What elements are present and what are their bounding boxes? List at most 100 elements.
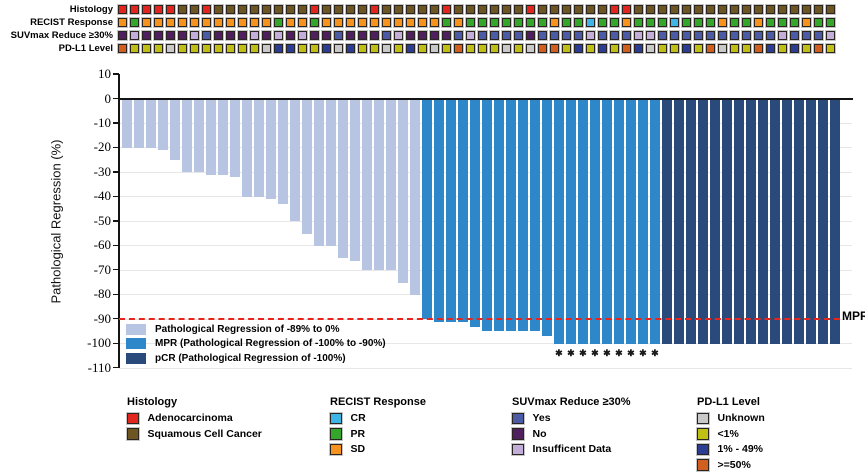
- track-cell-yes: [658, 30, 668, 41]
- bar: [482, 99, 492, 332]
- track-cell-m149: [598, 43, 608, 54]
- track-cell-squam: [358, 4, 368, 15]
- track-cell-no: [178, 30, 188, 41]
- track-cell-squam: [790, 4, 800, 15]
- y-tick-mark: [113, 244, 119, 246]
- legend-item: >=50%: [697, 459, 765, 472]
- track-cells: [118, 4, 836, 15]
- track-cell-squam: [778, 4, 788, 15]
- track-cell-unk: [334, 43, 344, 54]
- track-cell-lt1: [130, 43, 140, 54]
- track-cell-insuf: [634, 30, 644, 41]
- track-cell-pr: [814, 17, 824, 28]
- track-cell-pr: [658, 17, 668, 28]
- y-tick-mark: [113, 366, 119, 369]
- ast-empty: [410, 347, 420, 359]
- y-tick-mark: [113, 220, 119, 222]
- track-cell-yes: [562, 30, 572, 41]
- bar: [434, 99, 444, 322]
- ast-empty: [794, 347, 804, 359]
- y-tick-mark: [113, 146, 119, 149]
- track-cell-yes: [382, 30, 392, 41]
- bar: [302, 99, 312, 234]
- track-cell-adeno: [142, 4, 152, 15]
- track-cell-adeno: [202, 4, 212, 15]
- legend-item: No: [512, 428, 631, 441]
- ast-empty: [734, 347, 744, 359]
- track-cell-m149: [346, 43, 356, 54]
- track-cell-unk: [526, 43, 536, 54]
- ast-empty: [746, 347, 756, 359]
- track-cell-pr: [826, 17, 836, 28]
- track-cell-ge50: [454, 43, 464, 54]
- track-cell-lt1: [562, 43, 572, 54]
- track-cell-lt1: [238, 43, 248, 54]
- track-label: Histology: [69, 4, 113, 15]
- y-tick-label: -40: [93, 188, 111, 204]
- ast-empty: [722, 347, 732, 359]
- track-cell-squam: [694, 4, 704, 15]
- track-cell-m149: [274, 43, 284, 54]
- asterisk-marker: ✱: [591, 348, 599, 358]
- legend-item-label: <1%: [717, 427, 739, 440]
- track-cell-yes: [598, 30, 608, 41]
- track-cell-pr: [562, 17, 572, 28]
- legend-item-label: Unknown: [717, 412, 765, 425]
- track-cell-squam: [550, 4, 560, 15]
- track-cell-lt1: [370, 43, 380, 54]
- track-cell-squam: [250, 4, 260, 15]
- ast-empty: [494, 347, 504, 359]
- track-cell-unk: [166, 43, 176, 54]
- track-cell-pr: [730, 17, 740, 28]
- bar: [818, 99, 828, 344]
- bar: [794, 99, 804, 344]
- track-cell-lt1: [490, 43, 500, 54]
- y-tick-label: -70: [93, 261, 111, 277]
- track-cell-adeno: [118, 4, 128, 15]
- track-cell-no: [370, 30, 380, 41]
- track-cell-squam: [430, 4, 440, 15]
- track-cell-yes: [670, 30, 680, 41]
- ast-empty: [506, 347, 516, 359]
- track-cell-unk: [646, 43, 656, 54]
- bar: [218, 99, 228, 175]
- track-cell-no: [358, 30, 368, 41]
- track-cell-sd: [394, 17, 404, 28]
- track-label: PD-L1 Level: [58, 43, 113, 54]
- legend-label-pcr: pCR (Pathological Regression of -100%): [155, 352, 346, 364]
- track-cell-yes: [574, 30, 584, 41]
- track-cell-lt1: [154, 43, 164, 54]
- track-cell-sd: [550, 17, 560, 28]
- asterisk-marker: ✱: [651, 348, 659, 358]
- track-cell-sd: [250, 17, 260, 28]
- asterisk-marker: ✱: [639, 348, 647, 358]
- track-cell-no: [154, 30, 164, 41]
- track-cell-sd: [190, 17, 200, 28]
- track-cell-pr: [514, 17, 524, 28]
- y-tick-mark: [113, 293, 119, 295]
- track-cell-squam: [802, 4, 812, 15]
- track-cells: [118, 30, 836, 41]
- track-cell-squam: [658, 4, 668, 15]
- ast-empty: [818, 347, 828, 359]
- track-cell-squam: [586, 4, 596, 15]
- track-cell-pr: [490, 17, 500, 28]
- track-cell-no: [430, 30, 440, 41]
- mpr-threshold-line: [119, 317, 840, 320]
- ast-empty: [386, 347, 396, 359]
- ast-empty: [770, 347, 780, 359]
- legend-item: Insufficent Data: [512, 443, 631, 456]
- asterisk-marker: ✱: [555, 348, 563, 358]
- track-cell-squam: [766, 4, 776, 15]
- bar: [350, 99, 360, 261]
- track-cell-lt1: [778, 43, 788, 54]
- track-cell-sd: [430, 17, 440, 28]
- legend-item-swatch: [127, 428, 139, 440]
- bar: [494, 99, 504, 332]
- y-tick-label: -30: [93, 163, 111, 179]
- bar: [674, 99, 684, 344]
- legend-item: Adenocarcinoma: [127, 412, 262, 425]
- legend-item-swatch: [697, 412, 709, 424]
- track-cell-yes: [730, 30, 740, 41]
